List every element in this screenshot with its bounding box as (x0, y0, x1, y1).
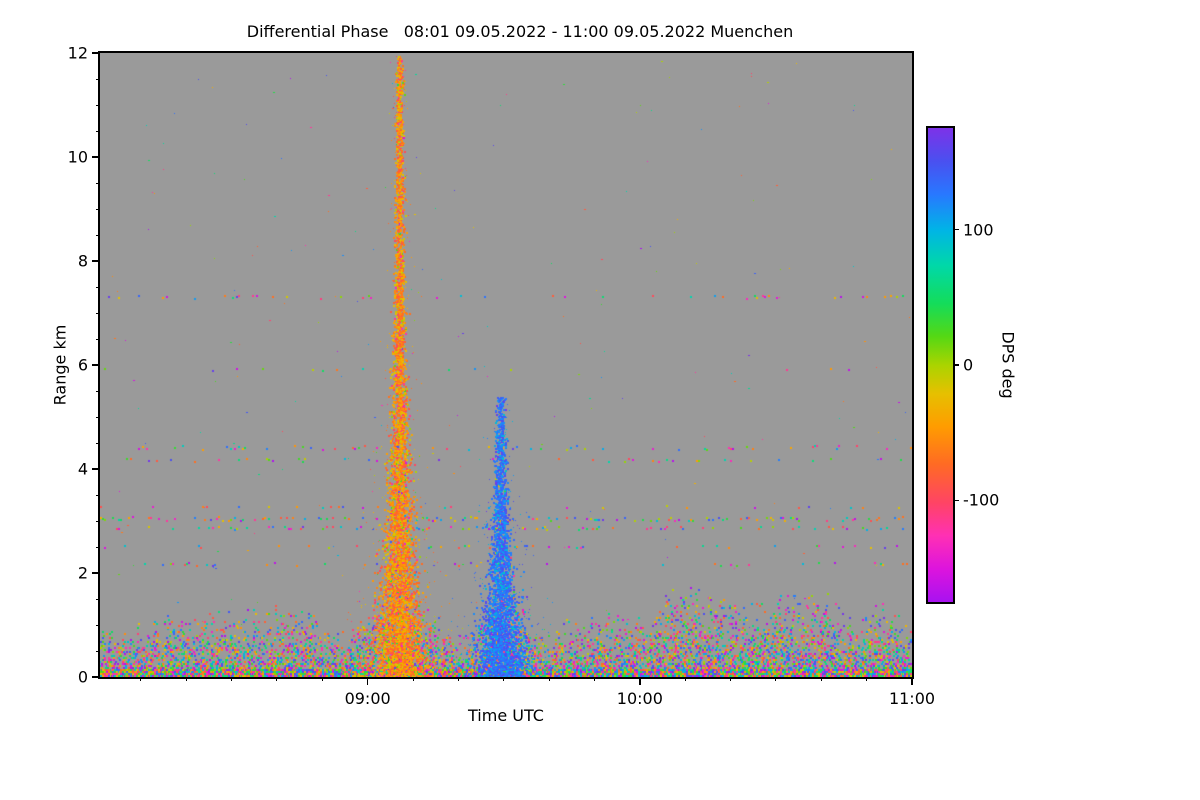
y-minor-tick-mark (96, 78, 100, 80)
y-minor-tick-mark (96, 338, 100, 340)
y-tick-mark (92, 676, 100, 678)
y-minor-tick-mark (96, 520, 100, 522)
y-minor-tick-mark (96, 286, 100, 288)
colorbar-tick-label: 100 (963, 220, 994, 240)
plot-title: Differential Phase 08:01 09.05.2022 - 11… (246, 22, 794, 41)
y-tick-label: 10 (67, 147, 88, 167)
colorbar-tick-mark (953, 228, 959, 231)
x-minor-tick-mark (412, 677, 414, 681)
colorbar-gradient (928, 128, 953, 602)
x-tick-label: 09:00 (344, 689, 391, 708)
y-minor-tick-mark (96, 650, 100, 652)
y-tick-mark (92, 52, 100, 54)
colorbar-tick-mark (953, 499, 959, 502)
x-tick-label: 11:00 (888, 689, 936, 708)
x-minor-tick-mark (457, 677, 459, 681)
y-tick-label: 12 (67, 43, 88, 63)
y-tick-label: 6 (77, 355, 88, 375)
heatmap-canvas (100, 53, 912, 677)
x-tick-mark (639, 677, 641, 685)
y-minor-tick-mark (96, 182, 100, 184)
x-minor-tick-mark (276, 677, 278, 681)
x-minor-tick-mark (775, 677, 777, 681)
colorbar-tick-mark (953, 364, 959, 366)
y-tick-label: 8 (77, 251, 88, 271)
colorbar-tick-label: 0 (963, 355, 974, 375)
y-tick-mark (92, 156, 100, 158)
x-minor-tick-mark (321, 677, 323, 681)
y-tick-label: 4 (77, 459, 88, 479)
x-tick-mark (366, 677, 369, 685)
y-minor-tick-mark (96, 598, 100, 600)
y-tick-mark (92, 572, 100, 574)
y-minor-tick-mark (96, 130, 100, 132)
y-tick-mark (92, 260, 100, 262)
x-minor-tick-mark (503, 677, 505, 681)
x-minor-tick-mark (231, 677, 233, 681)
colorbar-tick-label: -100 (963, 490, 1000, 510)
x-tick-label: 10:00 (616, 689, 663, 708)
y-minor-tick-mark (96, 234, 100, 236)
y-tick-mark (92, 468, 100, 470)
y-axis-label: Range km (50, 324, 70, 406)
x-minor-tick-mark (367, 677, 369, 681)
x-axis-label: Time UTC (468, 706, 544, 725)
y-minor-tick-mark (96, 546, 100, 548)
y-minor-tick-mark (96, 104, 100, 106)
y-tick-mark (92, 364, 100, 366)
y-minor-tick-mark (96, 208, 100, 210)
x-minor-tick-mark (684, 677, 686, 681)
x-tick-mark (911, 677, 913, 685)
y-minor-tick-mark (96, 494, 100, 496)
x-minor-tick-mark (140, 677, 142, 681)
x-minor-tick-mark (594, 677, 595, 681)
x-minor-tick-mark (548, 677, 550, 681)
y-minor-tick-mark (96, 416, 100, 418)
y-minor-tick-mark (96, 442, 100, 444)
y-tick-label: 0 (77, 667, 88, 687)
x-minor-tick-mark (730, 677, 732, 681)
y-minor-tick-mark (96, 624, 100, 626)
x-minor-tick-mark (820, 677, 822, 681)
colorbar-label: DPS deg (998, 331, 1018, 399)
y-tick-label: 2 (77, 563, 88, 583)
x-minor-tick-mark (866, 677, 868, 681)
y-minor-tick-mark (96, 312, 100, 314)
x-minor-tick-mark (639, 677, 641, 681)
y-minor-tick-mark (96, 390, 100, 392)
x-minor-tick-mark (185, 677, 187, 681)
